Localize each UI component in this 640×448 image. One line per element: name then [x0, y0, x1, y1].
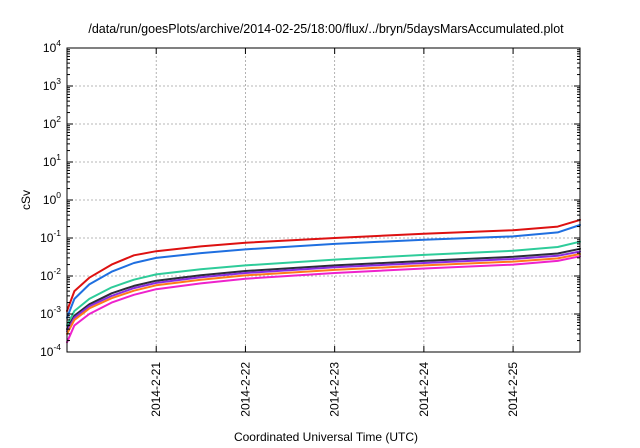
series-line-6: [66, 253, 581, 335]
tick-marks: [67, 47, 580, 353]
y-tick-label: 10-2: [40, 266, 61, 283]
grid-lines: [67, 48, 580, 352]
series-line-1: [66, 218, 581, 312]
series-layer: [66, 218, 581, 344]
series-line-5: [66, 250, 581, 333]
y-tick-label: 104: [43, 38, 61, 55]
y-tick-label: 103: [43, 76, 61, 93]
x-tick-label: 2014-2-23: [328, 362, 342, 417]
x-tick-labels: 2014-2-21 2014-2-22 2014-2-23 2014-2-24 2014…: [149, 362, 520, 417]
series-line-2: [66, 224, 581, 319]
x-tick-label: 2014-2-22: [238, 362, 252, 417]
y-tick-label: 100: [43, 190, 61, 207]
series-line-7: [66, 255, 581, 344]
x-axis-label: Coordinated Universal Time (UTC): [234, 430, 418, 444]
y-tick-label: 102: [43, 114, 61, 131]
series-line-4: [66, 247, 581, 331]
y-tick-label: 101: [43, 152, 61, 169]
x-tick-label: 2014-2-25: [506, 362, 520, 417]
y-tick-labels: 10-4 10-3 10-2 10-1 100 101 102 103 104: [40, 38, 61, 359]
x-tick-label: 2014-2-21: [149, 362, 163, 417]
y-tick-label: 10-1: [40, 228, 61, 245]
chart-title: /data/run/goesPlots/archive/2014-02-25/1…: [88, 22, 564, 36]
y-tick-label: 10-3: [40, 304, 61, 321]
y-axis-label: cSv: [19, 190, 33, 210]
series-line-3: [66, 240, 581, 327]
x-tick-label: 2014-2-24: [417, 362, 431, 417]
y-tick-label: 10-4: [40, 342, 61, 359]
